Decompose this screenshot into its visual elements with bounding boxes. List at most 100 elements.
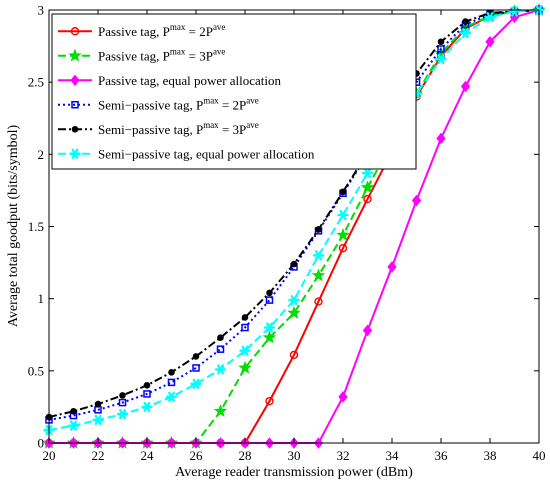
- legend-superscript: max: [203, 95, 219, 105]
- data-point: [263, 322, 276, 333]
- data-point: [168, 368, 175, 376]
- legend-label: Passive tag, Pmax = 2Pave: [98, 22, 225, 39]
- y-tick-label: 0: [38, 436, 45, 451]
- data-point: [362, 324, 373, 337]
- legend-marker: [71, 125, 79, 133]
- x-tick-label: 22: [92, 448, 105, 463]
- legend-label: Semi−passive tag, Pmax = 3Pave: [98, 120, 259, 137]
- data-point: [167, 378, 176, 387]
- legend-text-part: = 2P: [219, 97, 247, 112]
- legend-superscript: ave: [213, 46, 226, 56]
- x-tick-label: 38: [484, 448, 497, 463]
- legend-text-part: Semi−passive tag, P: [98, 97, 203, 112]
- data-point: [165, 391, 178, 402]
- data-point: [141, 401, 153, 413]
- legend-text-part: = 3P: [185, 48, 213, 63]
- legend-entry: Semi−passive tag, Pmax = 3Pave: [58, 120, 259, 137]
- data-point: [437, 45, 445, 53]
- data-point: [262, 330, 277, 344]
- data-point: [265, 296, 274, 304]
- data-point: [92, 414, 104, 425]
- legend-superscript: max: [203, 120, 219, 130]
- legend-label: Passive tag, equal power allocation: [98, 73, 282, 88]
- data-point: [143, 390, 151, 398]
- data-point: [508, 6, 521, 17]
- y-tick-label: 3: [38, 3, 45, 18]
- legend-superscript: ave: [213, 22, 226, 32]
- legend-superscript: ave: [246, 120, 259, 130]
- series-line: [48, 9, 540, 431]
- data-point: [460, 80, 471, 93]
- data-point: [217, 334, 224, 341]
- legend-text-part: Semi−passive tag, equal power allocation: [98, 146, 315, 161]
- legend-text-part: = 3P: [219, 122, 247, 137]
- data-point: [338, 243, 348, 253]
- legend-label: Passive tag, Pmax = 3Pave: [98, 46, 225, 63]
- data-point: [437, 38, 445, 46]
- legend-entry: Semi−passive tag, equal power allocation: [58, 146, 315, 161]
- legend-entry: Passive tag, Pmax = 2Pave: [58, 22, 225, 39]
- data-point: [459, 28, 472, 39]
- data-point: [241, 323, 249, 332]
- legend-marker: [70, 27, 80, 36]
- data-point: [314, 297, 323, 306]
- legend-superscript: ave: [246, 95, 259, 105]
- y-axis: 0 0.5 1 1.5 2 2.5 3: [28, 3, 539, 451]
- data-point: [336, 227, 350, 242]
- data-point: [266, 289, 273, 297]
- data-point: [290, 260, 298, 268]
- data-point: [116, 409, 129, 420]
- x-tick-label: 34: [386, 448, 400, 463]
- legend-box: [51, 13, 417, 170]
- data-point: [119, 392, 126, 399]
- data-point: [436, 132, 446, 145]
- legend-label: Semi−passive tag, Pmax = 2Pave: [98, 95, 259, 112]
- legend-entry: Passive tag, equal power allocation: [58, 73, 282, 88]
- legend-marker: [70, 74, 80, 87]
- data-point: [190, 378, 202, 389]
- legend-text-part: Passive tag, P: [98, 24, 170, 39]
- data-point: [238, 360, 252, 374]
- data-point: [338, 391, 348, 403]
- data-point: [216, 345, 225, 353]
- legend-marker: [69, 148, 81, 159]
- legend-superscript: max: [170, 22, 186, 32]
- data-point: [287, 305, 301, 319]
- data-point: [192, 364, 200, 372]
- data-point: [339, 188, 347, 196]
- x-tick-label: 26: [190, 448, 204, 463]
- data-point: [387, 261, 397, 273]
- y-tick-label: 1: [38, 291, 45, 306]
- data-point: [361, 168, 374, 179]
- legend-label: Semi−passive tag, equal power allocation: [98, 146, 315, 161]
- y-tick-label: 1.5: [28, 219, 44, 234]
- legend-text-part: = 2P: [185, 24, 213, 39]
- legend-marker: [68, 48, 82, 62]
- legend-text-part: Passive tag, P: [98, 48, 170, 63]
- data-point: [213, 404, 228, 418]
- data-point: [241, 314, 249, 321]
- legend-entry: Semi−passive tag, Pmax = 2Pave: [58, 95, 259, 112]
- x-axis-label: Average reader transmission power (dBm): [175, 465, 413, 480]
- y-tick-label: 0.5: [28, 363, 44, 378]
- x-axis: 20 22 24 26 28 30 32 34 36 38 40: [43, 10, 546, 463]
- x-tick-label: 30: [288, 448, 301, 463]
- x-tick-label: 28: [239, 448, 252, 463]
- data-point: [484, 12, 496, 23]
- data-point: [288, 295, 300, 306]
- data-point: [311, 268, 326, 282]
- data-point: [315, 226, 322, 233]
- x-tick-label: 36: [435, 448, 449, 463]
- data-point: [67, 420, 80, 431]
- y-tick-label: 2: [38, 147, 45, 162]
- x-tick-label: 24: [141, 448, 155, 463]
- y-tick-label: 2.5: [28, 75, 44, 90]
- data-point: [411, 194, 422, 207]
- legend-superscript: max: [170, 46, 186, 56]
- data-point: [143, 381, 151, 389]
- data-point: [312, 250, 325, 261]
- data-point: [462, 18, 469, 25]
- data-point: [337, 209, 349, 221]
